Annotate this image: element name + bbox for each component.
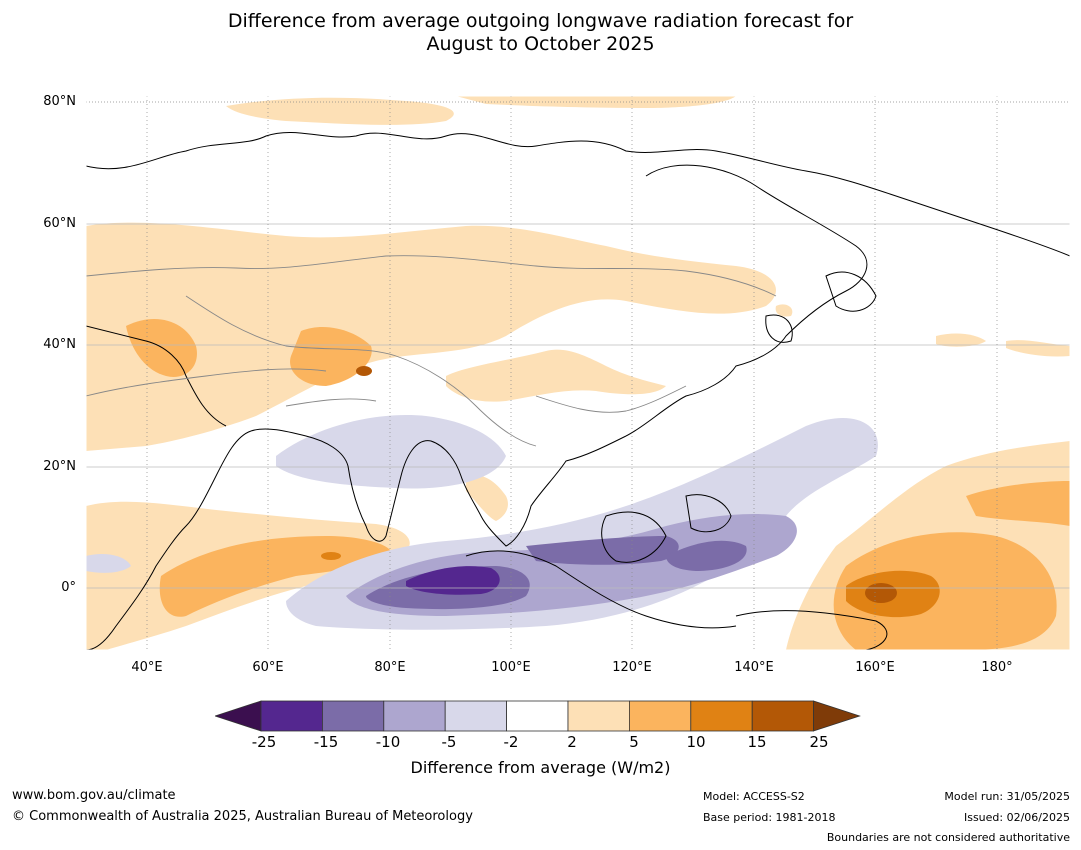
colorbar-bin	[690, 700, 753, 732]
website-text: www.bom.gov.au/climate	[12, 788, 176, 803]
colorbar-tick: 5	[629, 733, 639, 751]
country-borders	[86, 255, 777, 447]
colorbar-bin	[567, 700, 630, 732]
lon-label-40e: 40°E	[131, 660, 163, 675]
lon-label-160e: 160°E	[855, 660, 895, 675]
colorbar-tick: -15	[313, 733, 339, 751]
lat-label-60n: 60°N	[43, 216, 76, 231]
colorbar-tick: 25	[809, 733, 829, 751]
lat-label-20n: 20°N	[43, 459, 76, 474]
colorbar-tick: 10	[686, 733, 706, 751]
colorbar-tick: -2	[503, 733, 519, 751]
colorbar-bin	[444, 700, 507, 732]
gridlines	[86, 96, 1070, 650]
boundaries-disclaimer: Boundaries are not considered authoritat…	[826, 831, 1070, 844]
model-run-text: Model run: 31/05/2025	[944, 790, 1070, 803]
coastlines	[86, 132, 1070, 650]
lat-label-80n: 80°N	[43, 94, 76, 109]
colorbar-bin	[751, 700, 815, 732]
colorbar-tick: -5	[441, 733, 457, 751]
colorbar-bin	[628, 700, 692, 732]
lat-label-0: 0°	[61, 580, 76, 595]
colorbar-bin	[260, 700, 323, 732]
strong-negative-anomaly	[406, 566, 500, 595]
lat-label-40n: 40°N	[43, 337, 76, 352]
colorbar-over-arrow	[813, 700, 861, 732]
issued-text: Issued: 02/06/2025	[963, 811, 1070, 824]
colorbar-tick: -25	[251, 733, 277, 751]
strong-positive-anomaly	[321, 366, 940, 618]
colorbar-tick: 15	[747, 733, 767, 751]
forecast-map	[86, 96, 1070, 650]
colorbar-bin	[506, 700, 569, 732]
title-line-1: Difference from average outgoing longwav…	[227, 10, 854, 32]
lon-label-80e: 80°E	[374, 660, 406, 675]
copyright-text: © Commonwealth of Australia 2025, Austra…	[12, 809, 473, 824]
model-text: Model: ACCESS-S2	[703, 790, 805, 803]
colorbar-tick: 2	[567, 733, 577, 751]
lon-label-60e: 60°E	[252, 660, 284, 675]
lon-label-180: 180°	[981, 660, 1013, 675]
lon-label-120e: 120°E	[612, 660, 652, 675]
colorbar-label: Difference from average (W/m2)	[410, 758, 671, 777]
title-line-2: August to October 2025	[426, 33, 655, 55]
base-period-text: Base period: 1981-2018	[703, 811, 836, 824]
colorbar-bin	[322, 700, 385, 732]
colorbar-under-arrow	[215, 700, 262, 732]
lon-label-100e: 100°E	[491, 660, 531, 675]
colorbar-bin	[383, 700, 446, 732]
chart-title: Difference from average outgoing longwav…	[0, 10, 1081, 56]
lon-label-140e: 140°E	[734, 660, 774, 675]
colorbar	[215, 700, 861, 732]
colorbar-tick: -10	[375, 733, 401, 751]
